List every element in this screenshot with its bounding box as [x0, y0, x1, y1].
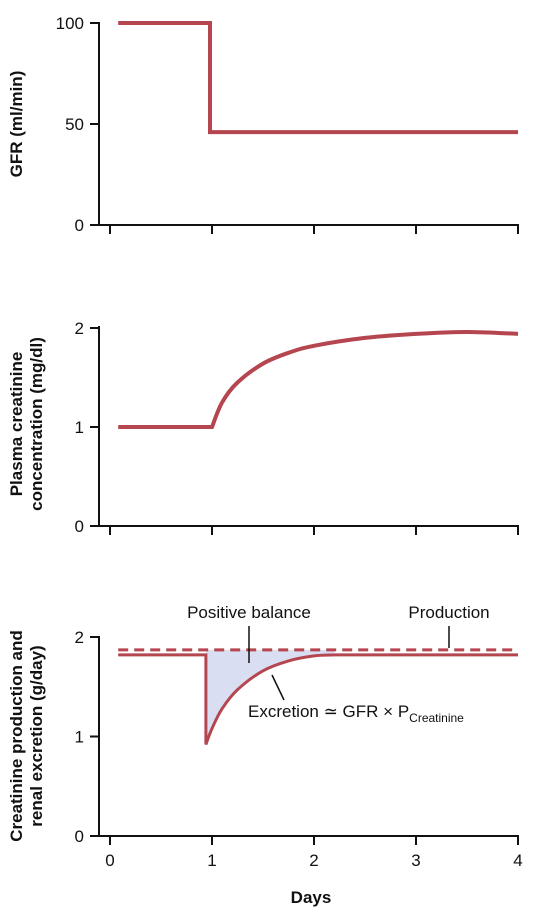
- gfr-x-ticks: [109, 225, 519, 234]
- production-label: Production: [408, 603, 489, 622]
- y-tick-label: 50: [65, 115, 84, 134]
- plasma-creatinine-series-line: [118, 329, 519, 429]
- y-tick-label: 100: [56, 14, 84, 33]
- balance-panel: 0 1 2 3 4 0 1 2 Creatinine production and rena…: [7, 603, 523, 907]
- gfr-panel: 0 50 100 GFR (ml/min): [7, 14, 519, 235]
- x-tick-label: 1: [207, 851, 216, 870]
- x-axis-title-days: Days: [291, 888, 332, 907]
- y-tick-label: 1: [75, 728, 84, 747]
- excretion-label: Excretion ≃ GFR × PCreatinine: [248, 702, 464, 725]
- excretion-label-subscript: Creatinine: [409, 711, 464, 725]
- x-tick-label: 3: [411, 851, 420, 870]
- y-tick-label: 0: [75, 827, 84, 846]
- y-tick-label: 2: [75, 319, 84, 338]
- excretion-leader: [271, 674, 285, 701]
- excretion-label-main: Excretion ≃ GFR × P: [248, 702, 409, 721]
- y-tick-label: 1: [75, 418, 84, 437]
- plasma-y-axis-title-line1: Plasma creatinine: [7, 352, 26, 497]
- plasma-y-axis-title-line2: concentration (mg/dl): [27, 337, 46, 511]
- balance-y-axis-title-line2: renal excretion (g/day): [27, 645, 46, 826]
- gfr-y-ticks: 0 50 100: [56, 14, 99, 235]
- plasma-panel: 0 1 2 Plasma creatinine concentration (mg/…: [7, 319, 519, 536]
- gfr-series-line: [118, 21, 518, 135]
- positive-balance-label: Positive balance: [187, 603, 311, 622]
- x-tick-label: 2: [309, 851, 318, 870]
- balance-y-axis-title-line1: Creatinine production and: [7, 630, 26, 842]
- y-tick-label: 0: [75, 216, 84, 235]
- balance-y-ticks: 0 1 2: [75, 628, 99, 846]
- x-tick-label: 0: [105, 851, 114, 870]
- y-tick-label: 0: [75, 517, 84, 536]
- plasma-y-ticks: 0 1 2: [75, 319, 99, 536]
- y-tick-label: 2: [75, 628, 84, 647]
- balance-x-ticks: 0 1 2 3 4: [105, 836, 523, 870]
- x-tick-label: 4: [513, 851, 522, 870]
- positive-balance-area: [205, 649, 335, 745]
- plasma-x-ticks: [109, 526, 519, 535]
- gfr-y-axis-title: GFR (ml/min): [7, 71, 26, 178]
- excretion-series-line: [118, 653, 518, 746]
